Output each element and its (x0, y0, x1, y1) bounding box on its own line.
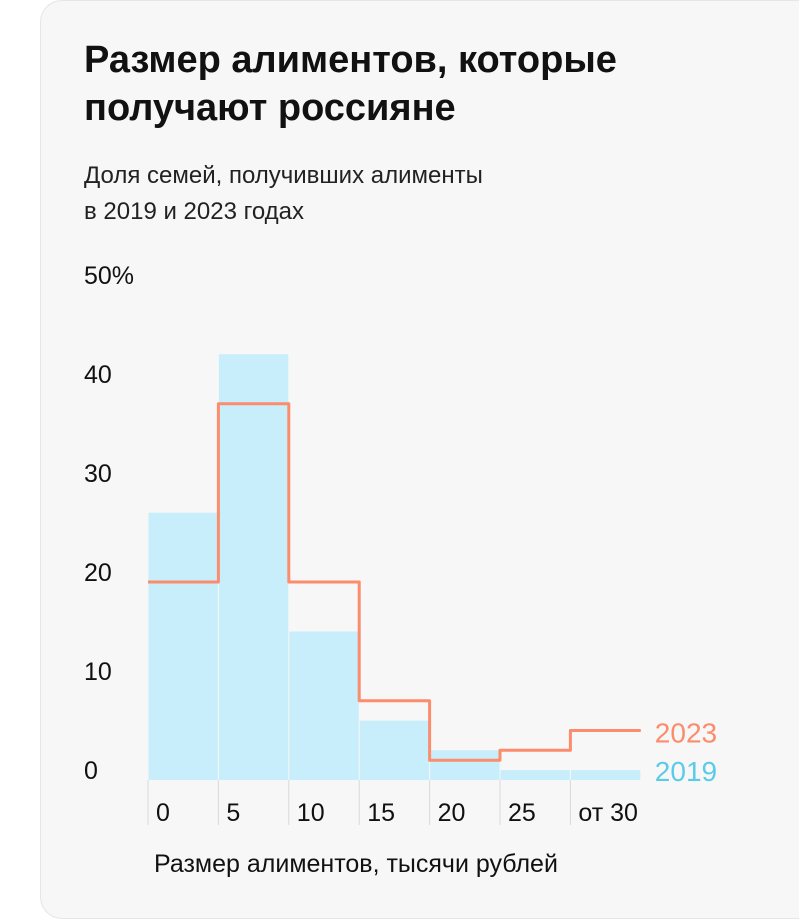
bar-2019 (148, 512, 218, 780)
subtitle-line-1: Доля семей, получивших алименты (84, 162, 483, 189)
legend-label-2019: 2019 (655, 756, 717, 787)
x-tick-label: 10 (297, 799, 325, 827)
x-tick-label: 25 (508, 799, 536, 827)
subtitle-line-2: в 2019 и 2023 годах (84, 198, 305, 225)
y-tick-label: 0 (84, 757, 98, 785)
chart-subtitle: Доля семей, получивших алименты в 2019 и… (84, 158, 483, 230)
bar-2019 (430, 750, 500, 780)
x-axis-label: Размер алиментов, тысячи рублей (154, 850, 558, 878)
y-tick-label: 10 (84, 658, 112, 686)
x-tick-label: 5 (226, 799, 240, 827)
bar-2019 (218, 354, 289, 780)
y-tick-label: 20 (84, 559, 112, 587)
step-line-2023 (148, 402, 641, 762)
x-tick-label: 15 (367, 799, 395, 827)
bar-2019 (500, 770, 570, 780)
x-tick-label: от 30 (578, 799, 638, 827)
x-tick-label: 0 (156, 799, 170, 827)
bar-2019 (289, 631, 359, 780)
x-tick-label: 20 (438, 799, 466, 827)
y-tick-label: 50% (84, 262, 134, 290)
chart-title: Размер алиментов, которые получают росси… (84, 39, 617, 129)
y-tick-label: 30 (84, 460, 112, 488)
bar-2019 (359, 720, 430, 780)
bar-2019 (570, 770, 641, 780)
y-tick-label: 40 (84, 361, 112, 389)
legend-label-2023: 2023 (655, 718, 717, 749)
